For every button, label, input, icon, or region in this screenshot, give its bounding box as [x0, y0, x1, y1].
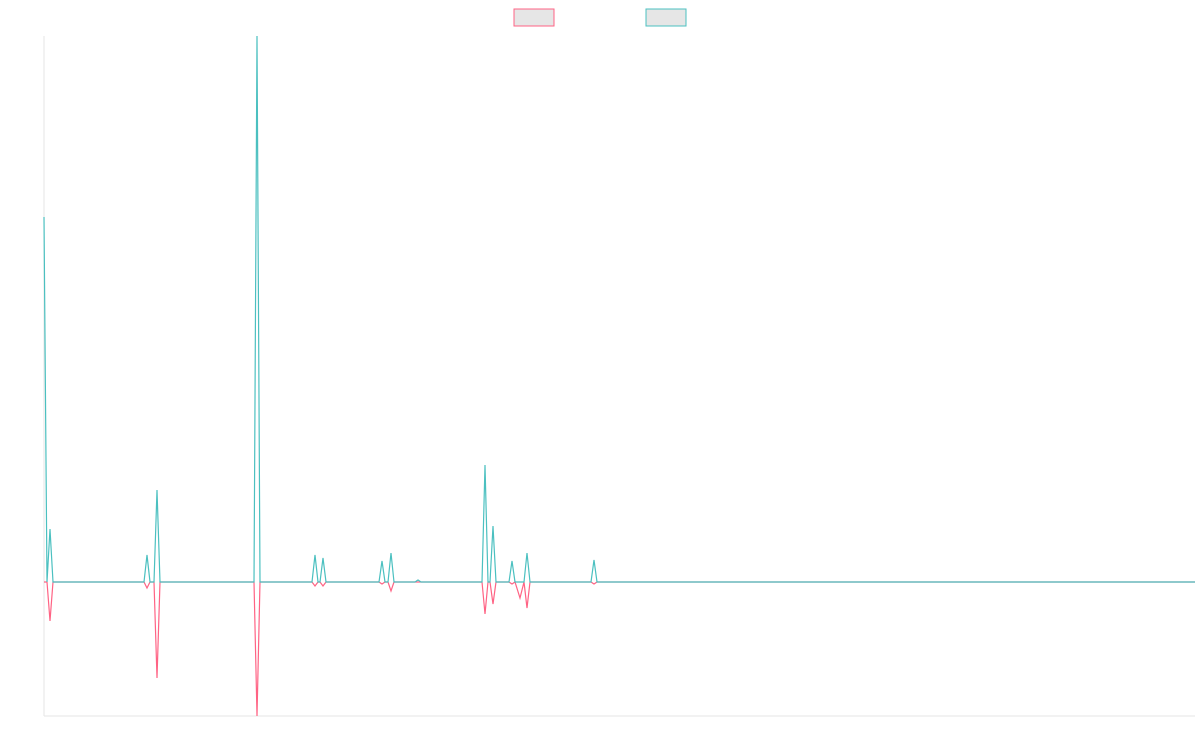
- series-line: [43, 35, 1195, 583]
- legend-swatch: [645, 8, 687, 27]
- series-line: [44, 581, 1195, 717]
- legend-swatch: [513, 8, 555, 27]
